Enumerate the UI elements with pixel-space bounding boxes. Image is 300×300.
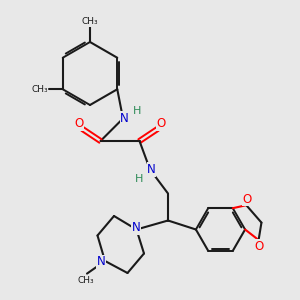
Text: CH₃: CH₃ [82, 17, 98, 26]
Text: CH₃: CH₃ [31, 85, 48, 94]
Text: N: N [120, 112, 129, 125]
Text: H: H [133, 106, 142, 116]
Text: N: N [147, 163, 156, 176]
Text: O: O [157, 117, 166, 130]
Text: N: N [131, 221, 140, 234]
Text: O: O [242, 193, 251, 206]
Text: N: N [97, 255, 106, 268]
Text: CH₃: CH₃ [77, 276, 94, 285]
Text: O: O [255, 239, 264, 253]
Text: H: H [134, 173, 143, 184]
Text: O: O [74, 117, 83, 130]
